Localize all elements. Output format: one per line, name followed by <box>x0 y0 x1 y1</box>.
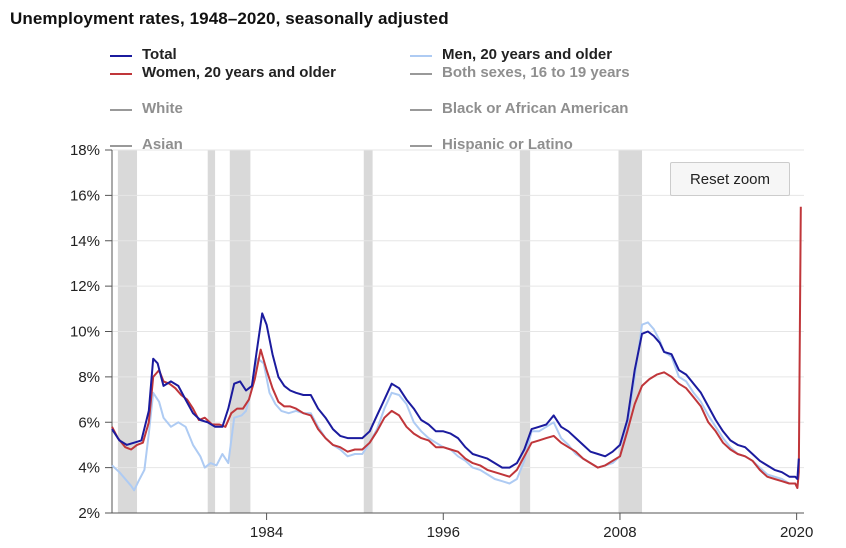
series-line-total <box>111 312 800 480</box>
legend-swatch <box>110 109 132 111</box>
legend-item-black-or-african-american[interactable]: Black or African American <box>410 100 647 118</box>
legend-item-women-20-and-older[interactable]: Women, 20 years and older <box>110 64 347 82</box>
legend-item-hispanic-or-latino[interactable]: Hispanic or Latino <box>410 136 647 154</box>
y-tick-label: 2% <box>78 505 100 522</box>
series-lines <box>111 206 802 492</box>
y-tick-label: 14% <box>70 233 100 250</box>
legend-label: Men, 20 years and older <box>442 46 613 63</box>
y-gridlines <box>112 149 804 469</box>
legend-item-total[interactable]: Total <box>110 46 347 64</box>
legend-label: Hispanic or Latino <box>442 136 573 153</box>
reset-zoom-button[interactable]: Reset zoom <box>670 162 790 196</box>
legend-swatch <box>110 55 132 57</box>
y-tick-label: 6% <box>78 414 100 431</box>
legend-swatch <box>410 109 432 111</box>
y-tick-label: 8% <box>78 369 100 386</box>
legend-swatch <box>410 73 432 75</box>
legend-swatch <box>410 145 432 147</box>
x-tick-label: 2008 <box>603 524 636 541</box>
legend-item-both-sexes-16-19[interactable]: Both sexes, 16 to 19 years <box>410 64 647 82</box>
legend-item-men-20-and-older[interactable]: Men, 20 years and older <box>410 46 647 64</box>
chart-title: Unemployment rates, 1948–2020, seasonall… <box>10 9 449 28</box>
legend-label: Women, 20 years and older <box>142 64 336 81</box>
y-tick-label: 16% <box>70 187 100 204</box>
y-tick-label: 18% <box>70 142 100 159</box>
series-line-women-20-years-and-older <box>111 206 802 489</box>
x-tick-label: 1996 <box>427 524 460 541</box>
y-tick-label: 12% <box>70 278 100 295</box>
x-tick-label: 1984 <box>250 524 283 541</box>
legend-label: Black or African American <box>442 100 629 117</box>
legend-swatch <box>110 73 132 75</box>
y-tick-label: 4% <box>78 460 100 477</box>
x-tick-label: 2020 <box>780 524 813 541</box>
legend-label: White <box>142 100 183 117</box>
legend-label: Both sexes, 16 to 19 years <box>442 64 630 81</box>
legend-label: Asian <box>142 136 183 153</box>
legend-label: Total <box>142 46 177 63</box>
legend-item-white[interactable]: White <box>110 100 347 118</box>
y-tick-label: 10% <box>70 324 100 341</box>
legend-item-asian[interactable]: Asian <box>110 136 347 154</box>
legend-swatch <box>110 145 132 147</box>
legend-swatch <box>410 55 432 57</box>
axes: 2% 4% 6% 8% 10% 12% 14% 16% 18% 1984 1996 2008 2020 <box>70 142 813 541</box>
